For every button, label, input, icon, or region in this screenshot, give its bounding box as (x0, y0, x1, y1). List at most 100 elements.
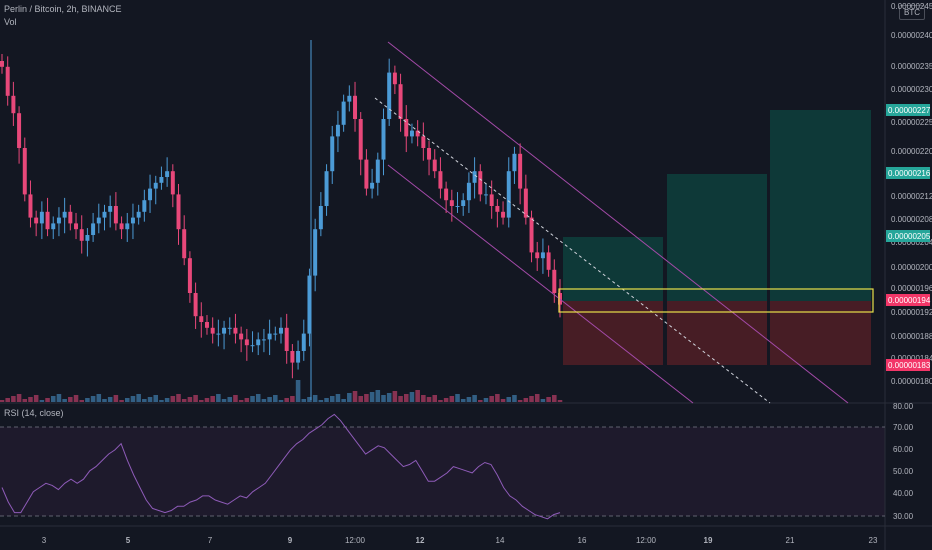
candlestick-series (0, 40, 562, 400)
volume-bar (358, 396, 363, 402)
volume-bar (278, 400, 284, 402)
candle (227, 327, 232, 329)
volume-bar (290, 396, 295, 402)
price-badge-label: 0.00000216 (888, 169, 931, 178)
candle (256, 339, 261, 346)
time-tick-label: 23 (869, 536, 878, 545)
volume-bar (255, 394, 261, 402)
rsi-tick-label: 30.00 (893, 512, 914, 521)
candle (199, 316, 204, 322)
volume-bar (68, 397, 73, 402)
candle (432, 159, 437, 172)
volume-bars (0, 380, 563, 402)
candle (444, 188, 449, 201)
volume-bar (347, 393, 352, 402)
candle (216, 333, 221, 335)
volume-bar (466, 397, 472, 402)
volume-bar (73, 395, 79, 402)
volume-bar (341, 399, 346, 402)
price-tick-label: 0.00000192 (891, 308, 932, 317)
rsi-tick-label: 70.00 (893, 423, 914, 432)
volume-bar (5, 398, 10, 402)
rsi-background (0, 427, 885, 516)
time-tick-label: 5 (126, 536, 131, 545)
candle (239, 333, 244, 340)
candle (341, 101, 346, 125)
volume-bar (62, 399, 67, 402)
candle (159, 177, 164, 183)
volume-bar (90, 396, 96, 402)
volume-bar (124, 398, 130, 402)
candle (0, 61, 4, 67)
candle (165, 171, 170, 177)
currency-badge[interactable]: BTC (899, 5, 925, 20)
volume-bar (153, 395, 159, 402)
symbol-title: Perlin / Bitcoin, 2h, BINANCE (4, 4, 122, 14)
channel-midline[interactable] (374, 97, 771, 404)
volume-bar (33, 395, 39, 402)
candle (552, 269, 557, 293)
candle (370, 182, 375, 189)
volume-bar (415, 390, 420, 402)
candle (415, 130, 420, 137)
price-badge (886, 167, 930, 179)
volume-bar (102, 399, 107, 402)
volume-bar (512, 395, 517, 402)
candle (148, 188, 153, 201)
candle (187, 258, 192, 293)
volume-bar (495, 394, 500, 402)
volume-bar (301, 399, 307, 402)
volume-bar (540, 399, 546, 402)
candle (74, 223, 79, 230)
volume-bar (96, 394, 102, 402)
chart-legend: Perlin / Bitcoin, 2h, BINANCE Vol (4, 3, 122, 29)
price-badge (886, 294, 930, 306)
candle (170, 171, 175, 195)
candle (387, 72, 392, 119)
candle (501, 211, 506, 218)
candle (210, 327, 215, 334)
time-tick-label: 16 (578, 536, 587, 545)
candle (375, 159, 380, 183)
volume-bar (204, 398, 210, 402)
price-tick-label: 0.00000230 (891, 85, 932, 94)
channel-lower-line[interactable] (387, 164, 694, 404)
candle (261, 339, 266, 341)
candle (244, 339, 249, 346)
time-tick-label: 12:00 (636, 536, 657, 545)
candle (307, 275, 312, 334)
candle (250, 345, 255, 347)
candle (62, 211, 67, 218)
target-zone-3 (770, 110, 871, 301)
candle (125, 223, 130, 230)
price-tick-label: 0.00000180 (891, 377, 932, 386)
candle (495, 206, 500, 212)
price-badge-label: 0.00000194 (888, 296, 931, 305)
candle (102, 211, 107, 218)
volume-bar (0, 400, 5, 402)
channel-upper-line[interactable] (387, 41, 849, 404)
candle (176, 194, 181, 230)
candle (449, 200, 454, 206)
volume-bar (147, 397, 153, 402)
candle (108, 206, 113, 212)
volume-bar (557, 400, 563, 402)
candle (523, 188, 528, 218)
volume-bar (56, 394, 62, 402)
candle (28, 194, 33, 218)
candle (455, 206, 460, 207)
candle (347, 95, 352, 102)
candle (233, 327, 238, 334)
volume-bar (16, 394, 22, 402)
volume-bar (250, 396, 255, 402)
volume-bar (506, 397, 512, 402)
time-axis[interactable]: 3 5 7 9 12:00 12 14 16 12:00 19 21 23 (42, 536, 878, 545)
entry-zone-box[interactable] (558, 288, 874, 313)
volume-bar (284, 398, 289, 402)
price-axis[interactable]: 0.00000245 0.00000240 0.00000235 0.00000230… (886, 2, 932, 386)
candle (96, 217, 101, 224)
candle (273, 333, 278, 335)
volume-bar (534, 394, 540, 402)
